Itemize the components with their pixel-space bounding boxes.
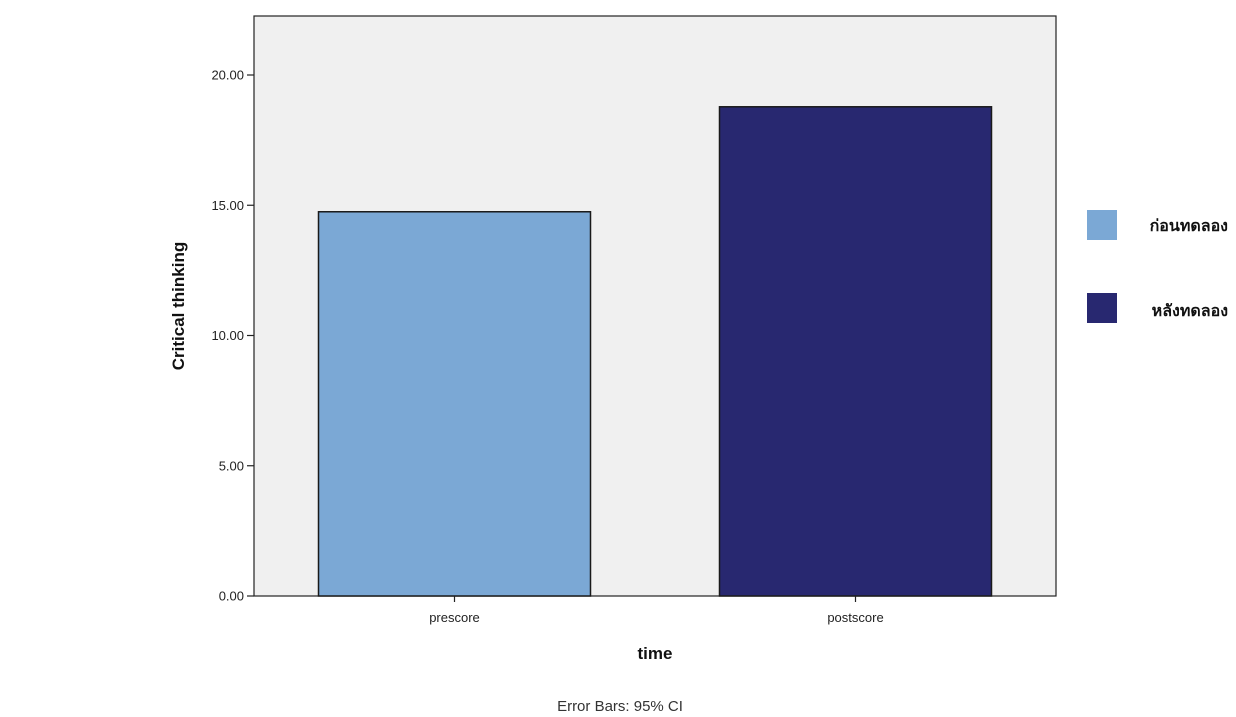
x-tick-label-prescore: prescore — [429, 610, 480, 625]
y-axis: 0.00 5.00 10.00 15.00 20.00 — [211, 68, 254, 604]
footnote-error-bars: Error Bars: 95% CI — [557, 698, 683, 715]
legend-label-0: ก่อนทดลอง — [1150, 216, 1228, 235]
x-tick-label-postscore: postscore — [827, 610, 883, 625]
y-tick-label-4: 20.00 — [211, 68, 244, 83]
bar-prescore — [317, 211, 592, 597]
x-axis-title: time — [638, 644, 673, 663]
y-axis-title: Critical thinking — [169, 242, 188, 370]
y-tick-label-1: 5.00 — [219, 458, 244, 473]
legend-swatch-0 — [1087, 210, 1117, 240]
bar-postscore — [718, 106, 993, 597]
y-tick-label-3: 15.00 — [211, 198, 244, 213]
legend: ก่อนทดลอง หลังทดลอง — [1087, 210, 1228, 323]
legend-swatch-1 — [1087, 293, 1117, 323]
bars — [317, 106, 993, 597]
x-axis: prescore postscore — [429, 596, 884, 625]
y-tick-label-2: 10.00 — [211, 328, 244, 343]
legend-label-1: หลังทดลอง — [1152, 301, 1228, 320]
y-tick-label-0: 0.00 — [219, 589, 244, 604]
